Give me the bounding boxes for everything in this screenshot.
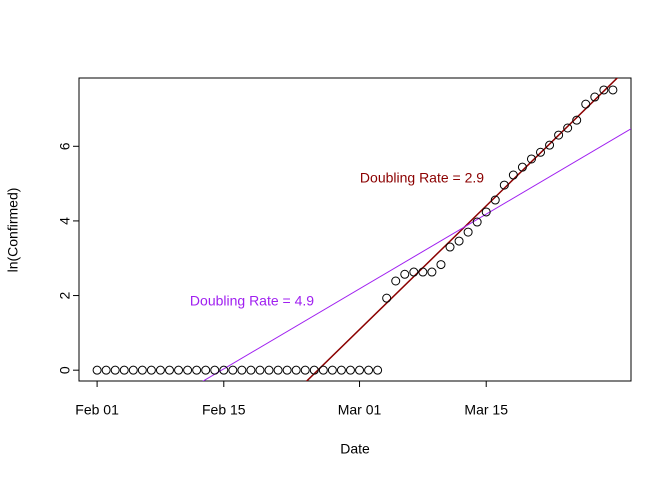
line-annotation: Doubling Rate = 2.9: [360, 170, 484, 186]
point: [219, 365, 229, 375]
plot-area: [202, 78, 631, 381]
point: [517, 162, 527, 172]
y-tick-label: 6: [57, 142, 73, 150]
point: [255, 365, 265, 375]
point: [590, 92, 600, 102]
point: [110, 365, 120, 375]
point: [454, 236, 464, 246]
point: [164, 365, 174, 375]
point: [355, 365, 365, 375]
line-annotation: Doubling Rate = 4.9: [190, 293, 314, 309]
point: [608, 85, 618, 95]
y-tick-label: 4: [57, 217, 73, 225]
point: [201, 365, 211, 375]
point: [427, 267, 437, 277]
point: [581, 99, 591, 109]
point: [345, 365, 355, 375]
point: [599, 85, 609, 95]
point: [563, 123, 573, 133]
point: [128, 365, 138, 375]
point: [282, 365, 292, 375]
point: [336, 365, 346, 375]
point: [237, 365, 247, 375]
point: [545, 140, 555, 150]
x-tick-label: Mar 01: [338, 402, 382, 418]
point: [146, 365, 156, 375]
x-tick-label: Feb 01: [75, 402, 119, 418]
point: [490, 195, 500, 205]
point: [264, 365, 274, 375]
point: [463, 227, 473, 237]
point: [246, 365, 256, 375]
point: [192, 365, 202, 375]
fit-line: [305, 78, 619, 381]
y-axis-label: ln(Confirmed): [5, 188, 21, 273]
point: [472, 217, 482, 227]
point: [364, 365, 374, 375]
point: [300, 365, 310, 375]
point: [499, 180, 509, 190]
point: [400, 269, 410, 279]
y-tick-label: 2: [57, 291, 73, 299]
point: [536, 147, 546, 157]
plot-box: [78, 77, 632, 382]
point: [436, 260, 446, 270]
point: [481, 207, 491, 217]
point: [572, 115, 582, 125]
fit-line: [202, 128, 631, 381]
point: [508, 170, 518, 180]
x-tick-label: Feb 15: [202, 402, 246, 418]
point: [137, 365, 147, 375]
point: [327, 365, 337, 375]
point: [155, 365, 165, 375]
point: [119, 365, 129, 375]
point: [101, 365, 111, 375]
point: [92, 365, 102, 375]
point: [554, 130, 564, 140]
point: [210, 365, 220, 375]
point: [526, 154, 536, 164]
point: [318, 365, 328, 375]
point: [273, 365, 283, 375]
point: [445, 242, 455, 252]
point: [409, 267, 419, 277]
y-tick-label: 0: [57, 366, 73, 374]
point: [418, 267, 428, 277]
x-tick-label: Mar 15: [464, 402, 508, 418]
x-axis-label: Date: [340, 441, 370, 457]
point: [382, 293, 392, 303]
point: [174, 365, 184, 375]
point: [373, 365, 383, 375]
point: [309, 365, 319, 375]
point: [228, 365, 238, 375]
point: [391, 276, 401, 286]
point: [183, 365, 193, 375]
point: [291, 365, 301, 375]
